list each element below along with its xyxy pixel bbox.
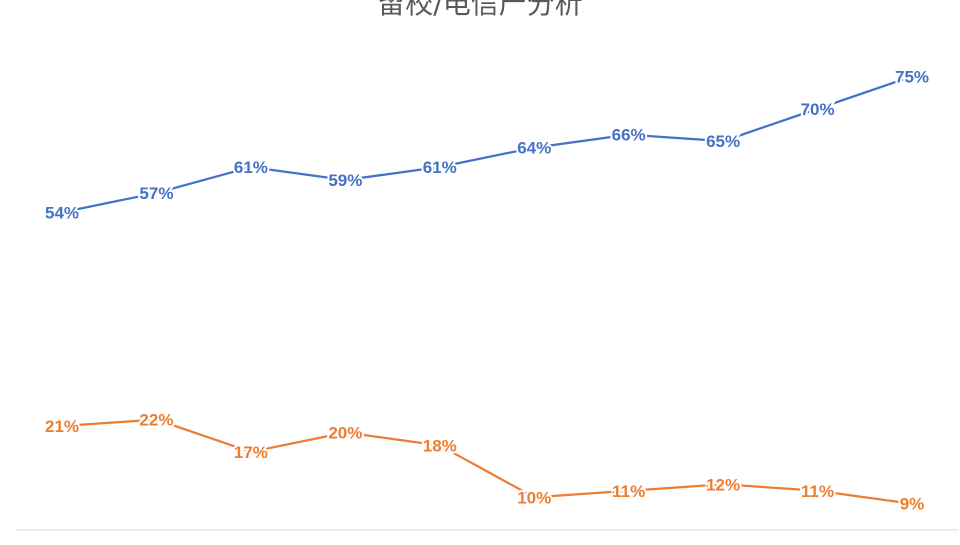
data-label: 11%: [612, 482, 645, 501]
data-label: 70%: [801, 100, 835, 119]
data-label: 10%: [517, 488, 551, 507]
data-label: 21%: [45, 417, 79, 436]
data-label: 75%: [895, 67, 929, 86]
data-label: 66%: [612, 126, 646, 145]
data-label: 20%: [328, 424, 362, 443]
data-label: 61%: [423, 158, 457, 177]
chart-title: 留校/电信产分析: [377, 0, 583, 20]
data-label: 59%: [328, 171, 362, 190]
data-label: 61%: [234, 158, 268, 177]
data-label: 9%: [900, 495, 925, 514]
data-label: 22%: [139, 411, 173, 430]
data-label: 57%: [139, 184, 173, 203]
data-label: 54%: [45, 203, 79, 222]
data-label: 65%: [706, 132, 740, 151]
series-2-line: [61, 418, 913, 505]
data-label: 12%: [706, 475, 740, 494]
data-label: 64%: [517, 139, 551, 158]
data-label: 11%: [801, 482, 834, 501]
data-label: 17%: [234, 443, 268, 462]
data-label: 18%: [423, 436, 457, 455]
series-1-line: [61, 75, 913, 214]
